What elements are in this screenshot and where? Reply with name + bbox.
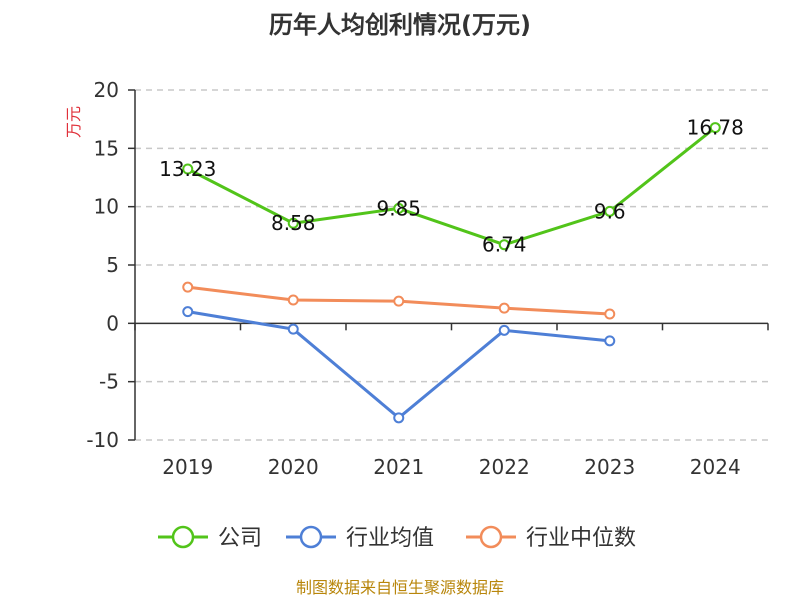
y-tick-label: 0 — [106, 311, 119, 335]
legend-item[interactable]: 公司 — [158, 525, 262, 551]
data-point[interactable] — [287, 217, 299, 229]
data-point[interactable] — [498, 302, 510, 314]
data-point[interactable] — [604, 205, 616, 217]
series-line — [187, 310, 610, 420]
chart-title: 历年人均创利情况(万元) — [269, 11, 531, 39]
data-point[interactable] — [498, 239, 510, 251]
y-tick-label: -10 — [86, 428, 119, 452]
data-point[interactable] — [498, 324, 510, 336]
data-point[interactable] — [182, 306, 194, 318]
y-tick-label: 10 — [94, 195, 119, 219]
data-label: 13.23 — [159, 157, 216, 181]
series-points — [182, 122, 721, 424]
x-tick-label: 2020 — [268, 455, 319, 479]
y-tick-labels: -10 -5 0 5 10 15 20 — [86, 78, 119, 452]
data-label: 9.85 — [376, 196, 421, 220]
y-tick-label: -5 — [99, 370, 119, 394]
legend-marker — [171, 525, 195, 549]
legend-marker — [479, 525, 503, 549]
x-tick-label: 2021 — [373, 455, 424, 479]
data-point[interactable] — [287, 323, 299, 335]
series-line — [187, 126, 717, 247]
x-tick-labels: 2019 2020 2021 2022 2023 2024 — [162, 455, 740, 479]
gridlines — [135, 89, 768, 441]
legend-label: 公司 — [218, 526, 262, 551]
source-note: 制图数据来自恒生聚源数据库 — [296, 578, 504, 597]
legend[interactable]: 公司 行业均值 行业中位数 — [158, 525, 636, 551]
data-point[interactable] — [287, 294, 299, 306]
data-point[interactable] — [182, 281, 194, 293]
data-point[interactable] — [182, 163, 194, 175]
data-point[interactable] — [709, 122, 721, 134]
legend-item[interactable]: 行业中位数 — [466, 525, 636, 551]
legend-item[interactable]: 行业均值 — [286, 525, 434, 551]
data-point[interactable] — [393, 295, 405, 307]
data-point[interactable] — [393, 412, 405, 424]
x-tick-label: 2023 — [584, 455, 635, 479]
x-tick-label: 2024 — [690, 455, 741, 479]
data-label: 6.74 — [482, 233, 527, 257]
data-label: 8.58 — [271, 211, 316, 235]
legend-label: 行业中位数 — [526, 526, 636, 551]
data-point[interactable] — [393, 202, 405, 214]
data-label: 16.78 — [687, 116, 744, 140]
y-tick-label: 20 — [94, 78, 119, 102]
y-axis-label: 万元 — [64, 106, 83, 138]
y-tick-label: 15 — [94, 136, 119, 160]
data-point[interactable] — [604, 308, 616, 320]
series-lines — [187, 126, 717, 420]
data-point[interactable] — [604, 335, 616, 347]
data-label: 9.6 — [594, 199, 626, 223]
legend-label: 行业均值 — [346, 526, 434, 551]
axes — [128, 89, 769, 441]
x-tick-label: 2022 — [479, 455, 530, 479]
data-labels: 13.23 8.58 9.85 6.74 9.6 16.78 — [159, 116, 744, 257]
x-tick-label: 2019 — [162, 455, 213, 479]
y-tick-label: 5 — [106, 253, 119, 277]
legend-marker — [299, 525, 323, 549]
